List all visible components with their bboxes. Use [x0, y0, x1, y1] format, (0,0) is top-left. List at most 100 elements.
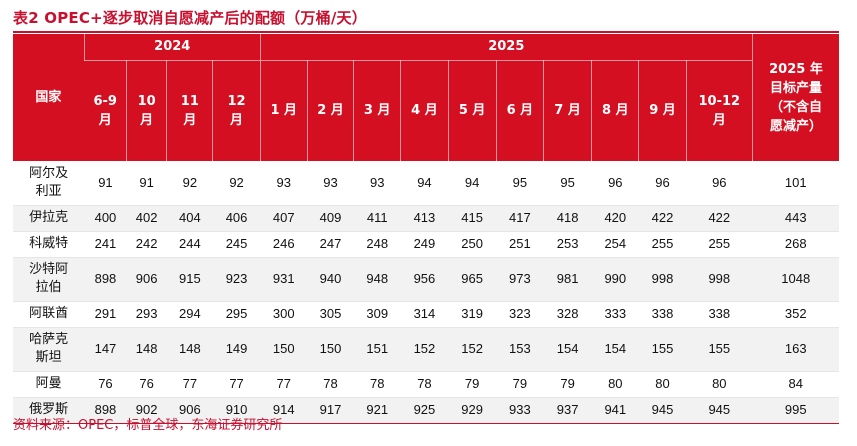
quota-value-cell: 319: [448, 301, 497, 328]
country-name: 阿联酋: [29, 306, 69, 321]
header-target-line4: 愿减产）: [769, 118, 822, 134]
header-period: 6 月: [495, 60, 544, 161]
header-period: 6-9 月: [84, 60, 127, 161]
quota-value-cell: 917: [307, 397, 354, 424]
quota-value-cell: 294: [166, 301, 213, 328]
quota-value-cell: 78: [400, 371, 449, 398]
quota-value-cell: 80: [591, 371, 639, 398]
table-title: 表2 OPEC+逐步取消自愿减产后的配额（万桶/天）: [13, 9, 367, 27]
table-row: 沙特阿 拉伯 898 906 915 923 931 940 948 956 965 973 981 99…: [13, 257, 839, 302]
period-unit: 月: [98, 112, 112, 128]
quota-value-cell: 95: [496, 161, 544, 206]
quota-value-cell: 250: [448, 231, 497, 258]
quota-value-cell: 246: [260, 231, 308, 258]
quota-value-cell: 923: [212, 257, 261, 302]
quota-value-cell: 305: [307, 301, 354, 328]
country-cell: 伊拉克: [13, 205, 85, 232]
quota-value-cell: 148: [166, 327, 213, 372]
table-row: 哈萨克 斯坦 147 148 148 149 150 150 151 152 152 153 154 15…: [13, 327, 839, 372]
target-value-cell: 163: [752, 327, 839, 372]
quota-value-cell: 413: [400, 205, 449, 232]
quota-value-cell: 941: [591, 397, 639, 424]
period-label: 10: [137, 93, 156, 109]
quota-value-cell: 154: [543, 327, 592, 372]
quota-value-cell: 248: [353, 231, 401, 258]
table-row: 阿曼 76 76 77 77 77 78 78 78 79 79 79 80 80 80 84: [13, 371, 839, 398]
quota-value-cell: 241: [84, 231, 127, 258]
quota-value-cell: 80: [638, 371, 687, 398]
country-cell: 科威特: [13, 231, 85, 258]
quota-value-cell: 406: [212, 205, 261, 232]
quota-value-cell: 409: [307, 205, 354, 232]
country-name-cont: 拉伯: [35, 280, 62, 295]
quota-value-cell: 333: [591, 301, 639, 328]
quota-value-cell: 338: [638, 301, 687, 328]
quota-value-cell: 92: [212, 161, 261, 206]
quota-value-cell: 79: [543, 371, 592, 398]
header-row-periods: 6-9 月 10 月 11 月 12 月 1 月 2 月 3 月 4 月 5 月 6 月…: [13, 60, 839, 161]
quota-value-cell: 295: [212, 301, 261, 328]
quota-value-cell: 929: [448, 397, 497, 424]
quota-value-cell: 933: [496, 397, 544, 424]
quota-value-cell: 147: [84, 327, 127, 372]
header-period: 3 月: [353, 60, 401, 161]
quota-value-cell: 328: [543, 301, 592, 328]
quota-value-cell: 990: [591, 257, 639, 302]
period-unit: 月: [183, 112, 197, 128]
period-unit: 月: [712, 112, 726, 128]
country-name: 哈萨克: [29, 332, 69, 347]
target-value-cell: 1048: [752, 257, 839, 302]
header-period: 4 月: [400, 60, 449, 161]
header-period: 11 月: [166, 60, 213, 161]
quota-value-cell: 420: [591, 205, 639, 232]
quota-value-cell: 151: [353, 327, 401, 372]
country-cell: 俄罗斯: [13, 397, 85, 424]
country-cell: 阿联酋: [13, 301, 85, 328]
country-name: 伊拉克: [29, 210, 69, 225]
header-period: 5 月: [447, 60, 497, 161]
quota-value-cell: 78: [307, 371, 354, 398]
quota-value-cell: 418: [543, 205, 592, 232]
table-row: 阿尔及 利亚 91 91 92 92 93 93 93 94 94 95 95 96 96 96 101: [13, 161, 839, 206]
quota-value-cell: 79: [448, 371, 497, 398]
quota-value-cell: 96: [638, 161, 687, 206]
quota-value-cell: 77: [212, 371, 261, 398]
quota-value-cell: 973: [496, 257, 544, 302]
quota-value-cell: 91: [126, 161, 167, 206]
table-row: 伊拉克 400 402 404 406 407 409 411 413 415 417 418 420 4…: [13, 205, 839, 232]
country-name-cont: 斯坦: [35, 350, 62, 365]
quota-value-cell: 148: [126, 327, 167, 372]
period-label: 12: [227, 93, 246, 109]
country-name: 俄罗斯: [29, 402, 69, 417]
target-value-cell: 995: [752, 397, 839, 424]
country-cell: 阿曼: [13, 371, 85, 398]
quota-value-cell: 95: [543, 161, 592, 206]
title-divider: [13, 31, 839, 33]
country-cell: 哈萨克 斯坦: [13, 327, 85, 372]
quota-value-cell: 309: [353, 301, 401, 328]
quota-value-cell: 965: [448, 257, 497, 302]
header-target-line1: 2025 年: [769, 61, 823, 77]
quota-value-cell: 945: [686, 397, 753, 424]
quota-value-cell: 155: [686, 327, 753, 372]
quota-value-cell: 910: [212, 397, 261, 424]
period-unit: 月: [230, 112, 244, 128]
quota-value-cell: 255: [686, 231, 753, 258]
quota-value-cell: 150: [307, 327, 354, 372]
quota-value-cell: 981: [543, 257, 592, 302]
quota-value-cell: 998: [638, 257, 687, 302]
quota-value-cell: 80: [686, 371, 753, 398]
quota-value-cell: 94: [400, 161, 449, 206]
quota-value-cell: 902: [126, 397, 167, 424]
header-period: 7 月: [542, 60, 592, 161]
quota-value-cell: 291: [84, 301, 127, 328]
target-value-cell: 268: [752, 231, 839, 258]
country-name: 科威特: [29, 236, 69, 251]
quota-value-cell: 293: [126, 301, 167, 328]
quota-value-cell: 254: [591, 231, 639, 258]
opec-quota-table: 国家 2024 2025 2025 年 目标产量 （不含自 愿减产） 6-9 月 …: [13, 34, 839, 424]
table-row: 阿联酋 291 293 294 295 300 305 309 314 319 323 328 333 3…: [13, 301, 839, 328]
header-period: 1 月: [259, 60, 308, 161]
quota-value-cell: 76: [126, 371, 167, 398]
header-period: 8 月: [591, 60, 639, 161]
